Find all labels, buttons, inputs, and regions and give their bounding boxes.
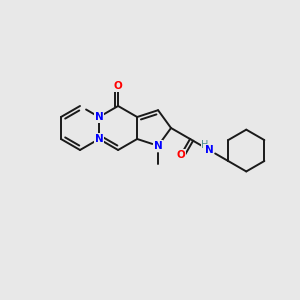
Text: H: H [201,140,209,150]
Text: O: O [176,150,185,160]
Text: N: N [154,141,163,151]
Text: N: N [95,112,103,122]
Text: N: N [95,134,103,144]
Text: O: O [114,81,122,91]
Text: N: N [205,145,214,155]
